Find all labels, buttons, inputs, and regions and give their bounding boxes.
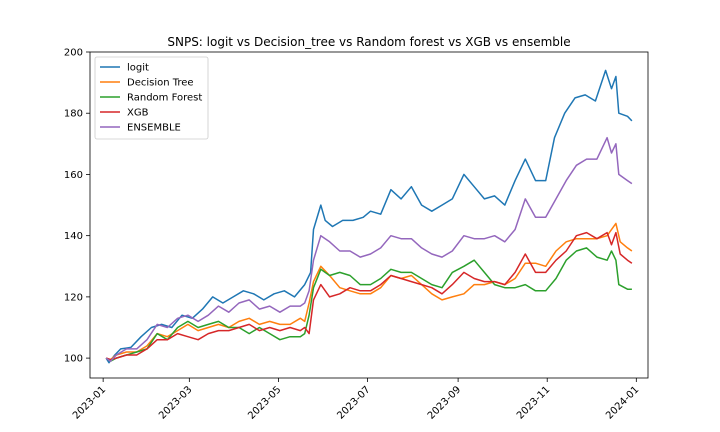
y-tick-label: 100 [64, 354, 83, 365]
y-tick-label: 180 [64, 109, 83, 120]
series-line-decision-tree [105, 222, 633, 361]
legend-label: Random Forest [127, 93, 202, 104]
legend-label: ENSEMBLE [127, 123, 181, 134]
legend-label: XGB [127, 108, 149, 119]
legend-label: logit [127, 63, 149, 74]
series-line-random-forest [105, 247, 632, 362]
legend-label: Decision Tree [127, 78, 194, 89]
legend-box [94, 56, 209, 140]
y-tick-label: 200 [64, 48, 83, 59]
series-line-ensemble [105, 136, 633, 362]
y-tick-label: 160 [64, 170, 83, 181]
plot-frame [89, 51, 649, 379]
legend: logit Decision Tree Random Forest XGB ENSEMB… [94, 56, 209, 140]
series-line-xgb [105, 231, 633, 361]
series-layer [105, 69, 633, 364]
series-line-logit [105, 69, 633, 364]
y-tick-label: 120 [64, 292, 83, 303]
chart-title: SNPS: logit vs Decision_tree vs Random f… [167, 35, 570, 49]
y-axis: 100 120 140 160 180 200 [64, 48, 90, 365]
y-tick-label: 140 [64, 231, 83, 242]
